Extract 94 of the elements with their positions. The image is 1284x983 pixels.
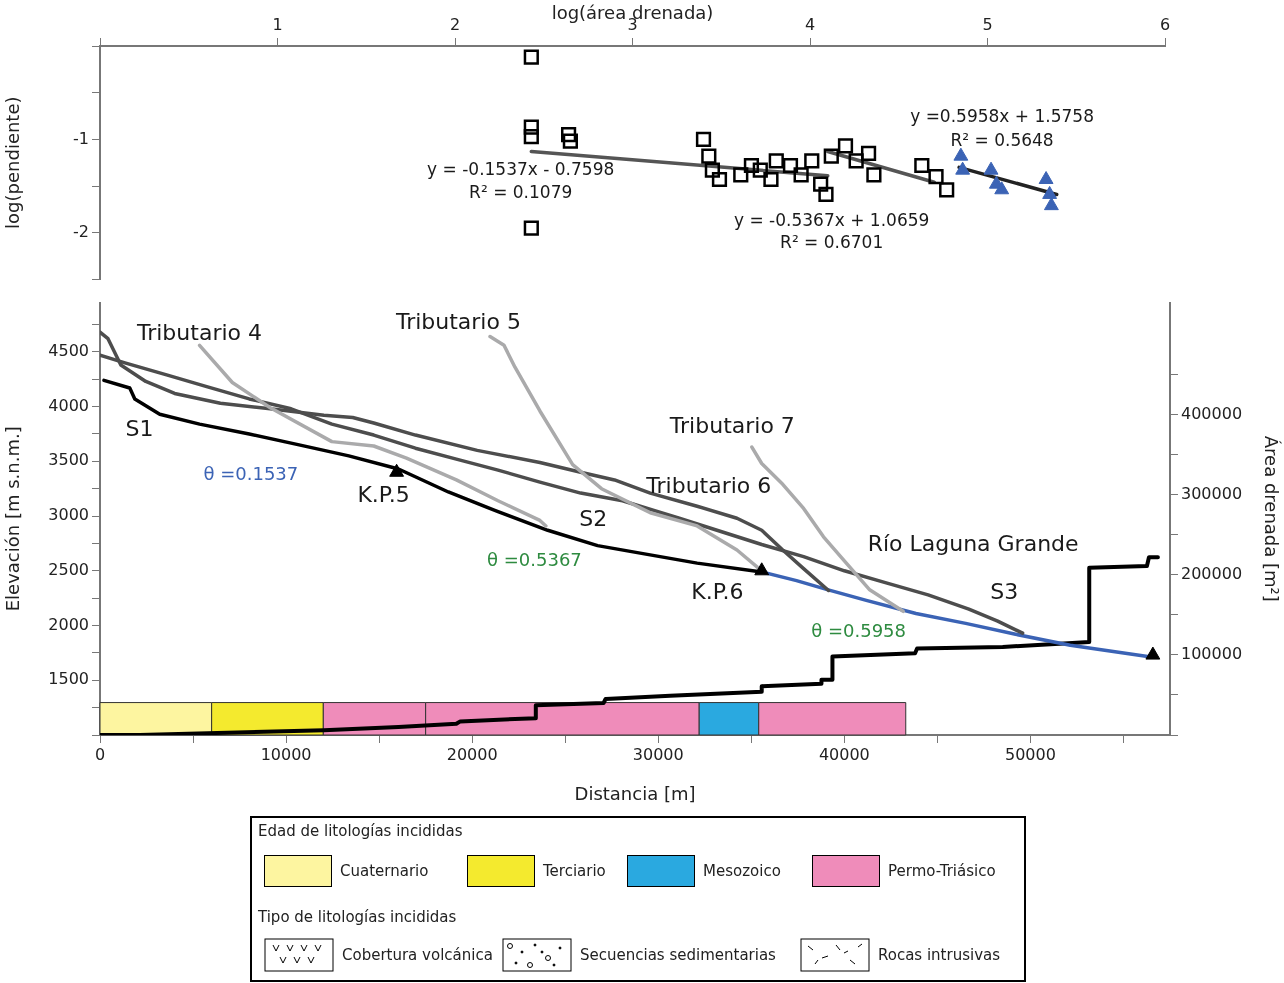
point	[793, 167, 809, 183]
point	[939, 182, 955, 198]
point	[523, 49, 539, 65]
point	[823, 148, 839, 164]
y-tick-label: 4000	[48, 395, 89, 415]
point	[928, 169, 944, 185]
point	[860, 145, 877, 161]
text: Secuencias sedimentarias	[580, 946, 776, 964]
annotation: Río Laguna Grande	[867, 530, 1079, 556]
y-tick-label: 2500	[48, 559, 89, 579]
point	[754, 562, 770, 576]
text: Cuaternario	[340, 862, 429, 880]
point	[763, 171, 779, 188]
x-tick-label: 6	[1159, 14, 1171, 34]
y-tick-label: 4500	[48, 341, 89, 361]
point	[818, 186, 834, 203]
text: Terciario	[543, 862, 606, 880]
point	[560, 127, 577, 143]
text: Mesozoico	[703, 862, 781, 880]
point	[1145, 646, 1161, 660]
annotation: θ =0.5958	[811, 620, 907, 642]
point	[983, 161, 999, 175]
annotation: y =0.5958x + 1.5758	[910, 106, 1094, 127]
point	[955, 161, 971, 175]
text: Tipo de litologías incididas	[258, 908, 457, 926]
annotation: Tributario 4	[136, 319, 263, 345]
point	[782, 157, 799, 174]
annotation: R² = 0.6701	[780, 232, 884, 253]
annotation: S2	[579, 505, 608, 531]
point	[1038, 171, 1054, 185]
point	[704, 162, 720, 178]
point	[848, 153, 864, 169]
y-tick-label: 1500	[48, 669, 89, 689]
x-tick-label: 1	[272, 14, 283, 34]
x-tick-label: 0	[94, 744, 106, 764]
point	[813, 176, 829, 192]
x-tick-label: 50000	[1004, 744, 1056, 764]
point	[733, 167, 749, 183]
point	[562, 133, 578, 149]
y2-tick-label: 200000	[1181, 564, 1243, 584]
annotation: Tributario 5	[394, 308, 521, 334]
point	[914, 157, 930, 174]
y2-tick-label: 300000	[1181, 483, 1243, 503]
point	[837, 138, 854, 154]
annotation: K.P.6	[691, 579, 744, 605]
point	[953, 147, 969, 161]
x-axis-title: Distancia [m]	[574, 782, 696, 804]
text: Edad de litologías incididas	[258, 822, 463, 840]
y2-axis-title: Área drenada [m²]	[1260, 435, 1282, 602]
y-tick-label: -1	[73, 128, 89, 148]
point	[804, 153, 820, 169]
x-tick-label: 30000	[632, 744, 684, 764]
point	[1043, 197, 1059, 211]
point	[695, 131, 712, 147]
annotation: S3	[990, 579, 1019, 605]
annotation: Tributario 7	[668, 413, 795, 439]
point	[752, 162, 768, 178]
text: Permo-Triásico	[888, 862, 996, 880]
text: Cobertura volcánica	[342, 946, 493, 964]
point	[523, 220, 539, 236]
annotation: R² = 0.1079	[469, 181, 573, 202]
y2-tick-label: 400000	[1181, 403, 1243, 423]
y-tick-label: 3000	[48, 505, 89, 525]
point	[994, 181, 1010, 195]
annotation: θ =0.5367	[487, 549, 582, 571]
annotation: R² = 0.5648	[950, 129, 1054, 150]
point	[743, 157, 760, 174]
annotation: y = -0.1537x - 0.7598	[427, 158, 615, 179]
x-tick-label: 40000	[818, 744, 870, 764]
point	[1042, 185, 1058, 199]
annotation: S1	[125, 416, 154, 442]
y-tick-label: 3500	[48, 450, 89, 470]
x-tick-label: 4	[804, 14, 816, 34]
point	[701, 148, 717, 164]
y-tick-label: -2	[73, 221, 89, 241]
point	[523, 128, 539, 145]
point	[523, 119, 539, 135]
x-tick-label: 2	[449, 14, 461, 34]
x-tick-label: 5	[982, 14, 993, 34]
x-tick-label: 10000	[260, 744, 312, 764]
annotation: K.P.5	[357, 482, 410, 508]
annotation: y = -0.5367x + 1.0659	[733, 209, 930, 230]
point	[711, 171, 728, 188]
y-axis-title: Elevación [m s.n.m.]	[2, 426, 24, 612]
y2-tick-label: 100000	[1181, 644, 1243, 664]
point	[768, 153, 784, 169]
point	[866, 167, 882, 183]
text: Rocas intrusivas	[878, 946, 1001, 964]
annotation: Tributario 6	[645, 472, 772, 498]
y-tick-label: 2000	[48, 614, 89, 634]
point	[389, 463, 405, 477]
y-axis-title: log(pendiente)	[2, 96, 24, 229]
annotation: θ =0.1537	[203, 462, 299, 484]
x-tick-label: 20000	[446, 744, 498, 764]
